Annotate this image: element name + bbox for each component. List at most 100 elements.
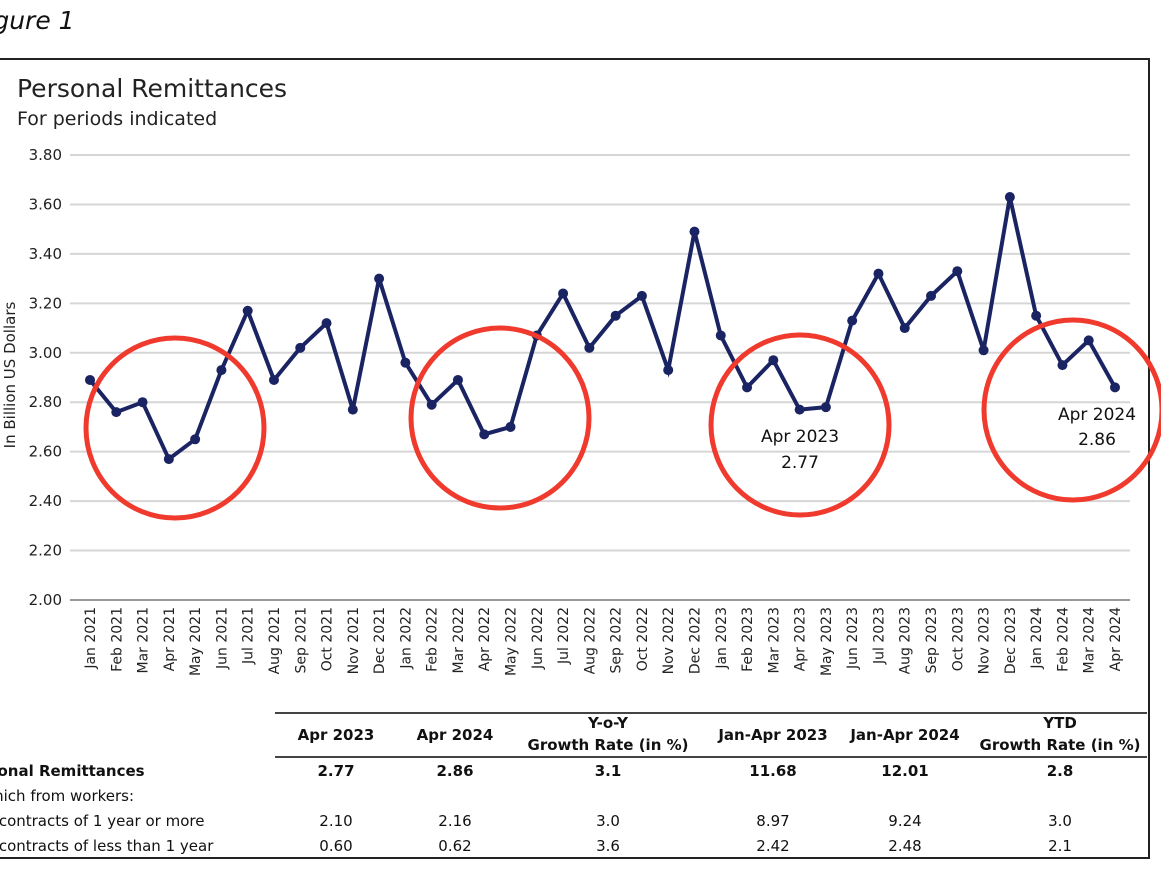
x-tick-label: Dec 2022 xyxy=(687,607,703,674)
row-label: With contracts of less than 1 year xyxy=(0,837,214,855)
data-point xyxy=(952,266,963,277)
data-point xyxy=(926,290,937,301)
column-header: Y-o-Y xyxy=(587,714,629,732)
y-axis-label: In Billion US Dollars xyxy=(1,302,19,449)
x-tick-label: Jan 2024 xyxy=(1029,607,1045,670)
data-point xyxy=(1110,382,1120,393)
data-point xyxy=(321,318,332,329)
x-tick-label: Sep 2021 xyxy=(293,607,309,673)
x-tick-label: Mar 2021 xyxy=(136,607,152,674)
x-tick-label: Aug 2023 xyxy=(898,607,914,674)
data-point xyxy=(715,330,726,341)
y-tick-label: 2.00 xyxy=(29,591,62,609)
highlight-circle xyxy=(408,325,592,511)
row-label: With contracts of 1 year or more xyxy=(0,812,205,830)
row-label: Personal Remittances xyxy=(0,762,145,780)
y-tick-label: 2.20 xyxy=(29,542,62,560)
figure-label: Figure 1 xyxy=(0,6,75,35)
x-tick-label: Nov 2023 xyxy=(977,607,993,674)
y-tick-label: 3.60 xyxy=(29,195,62,213)
data-point xyxy=(111,407,122,418)
data-point xyxy=(689,226,700,237)
highlight-circle xyxy=(708,332,892,518)
data-point xyxy=(978,345,989,356)
table-cell: 2.42 xyxy=(756,837,790,855)
line-chart: 2.00 2.20 2.40 2.60 2.80 3.00 3.20 3.40 3.60 3.80… xyxy=(1,146,1161,676)
x-tick-label: Jun 2023 xyxy=(845,607,861,670)
x-tick-label: Feb 2022 xyxy=(425,607,441,672)
data-point xyxy=(268,374,279,385)
table-header-rule xyxy=(275,756,1147,758)
data-point xyxy=(137,397,148,408)
data-point xyxy=(820,402,831,413)
x-tick-label: Apr 2024 xyxy=(1108,607,1124,671)
y-tick-label: 3.00 xyxy=(29,344,62,362)
data-point xyxy=(558,288,569,299)
data-point xyxy=(400,357,411,368)
x-tick-label: Aug 2022 xyxy=(582,607,598,674)
data-point xyxy=(479,429,490,440)
highlight-circle xyxy=(981,317,1161,503)
data-point xyxy=(1004,192,1015,203)
data-point xyxy=(873,268,884,279)
column-header: Apr 2024 xyxy=(416,726,494,744)
data-point xyxy=(1083,335,1094,346)
table-cell: 8.97 xyxy=(756,812,790,830)
x-tick-label: Jan 2021 xyxy=(83,607,99,670)
table-cell: 0.62 xyxy=(438,837,472,855)
series-line xyxy=(88,196,1117,463)
table-cell: 12.01 xyxy=(881,762,929,780)
column-header-sub: Growth Rate (in %) xyxy=(979,736,1141,754)
data-point xyxy=(584,342,595,353)
column-header: Jan-Apr 2024 xyxy=(850,726,960,744)
chart-title: Personal Remittances xyxy=(17,74,288,103)
x-tick-label: Apr 2022 xyxy=(477,607,493,671)
x-tick-label: Mar 2022 xyxy=(451,607,467,674)
x-tick-label: Sep 2023 xyxy=(924,607,940,673)
data-point xyxy=(85,374,95,385)
column-header: Jan-Apr 2023 xyxy=(718,726,828,744)
column-header: Apr 2023 xyxy=(297,726,375,744)
x-tick-label: Feb 2021 xyxy=(109,607,125,672)
y-tick-label: 2.40 xyxy=(29,492,62,510)
y-tick-label: 3.80 xyxy=(29,146,62,164)
data-point xyxy=(610,310,621,321)
annotation-label: Apr 2024 xyxy=(1058,405,1136,425)
x-tick-label: Feb 2023 xyxy=(740,607,756,672)
table-cell: 3.0 xyxy=(596,812,620,830)
x-tick-label: Oct 2022 xyxy=(635,607,651,671)
highlight-circle xyxy=(83,335,267,521)
data-point xyxy=(768,355,779,366)
x-tick-label: Apr 2021 xyxy=(162,607,178,671)
x-tick-label: May 2023 xyxy=(819,607,835,676)
x-tick-label: Jun 2021 xyxy=(214,607,230,670)
table-cell: 11.68 xyxy=(749,762,797,780)
annotation-value: 2.86 xyxy=(1078,430,1116,450)
x-tick-label: Apr 2023 xyxy=(793,607,809,671)
table-cell: 2.1 xyxy=(1048,837,1072,855)
x-tick-label: Jan 2022 xyxy=(398,607,414,670)
data-point xyxy=(295,342,306,353)
x-tick-label: Jan 2023 xyxy=(714,607,730,670)
data-point xyxy=(794,404,805,415)
data-point xyxy=(663,365,674,376)
x-tick-label: Nov 2021 xyxy=(346,607,362,674)
x-tick-label: Dec 2021 xyxy=(372,607,388,674)
data-point xyxy=(505,421,516,432)
data-point xyxy=(242,305,253,316)
table-cell: 2.48 xyxy=(888,837,922,855)
y-tick-label: 2.80 xyxy=(29,393,62,411)
y-tick-label: 2.60 xyxy=(29,443,62,461)
data-point xyxy=(452,374,463,385)
table-cell: 2.16 xyxy=(438,812,472,830)
data-point xyxy=(742,382,753,393)
x-tick-label: Mar 2023 xyxy=(766,607,782,674)
table-cell: 2.8 xyxy=(1046,762,1074,780)
annotation-value: 2.77 xyxy=(781,453,819,473)
table-cell: 2.77 xyxy=(317,762,355,780)
data-point xyxy=(1057,360,1068,371)
x-tick-label: Feb 2024 xyxy=(1055,607,1071,672)
x-tick-label: Jul 2023 xyxy=(871,607,887,665)
annotation-label: Apr 2023 xyxy=(761,427,839,447)
data-point xyxy=(374,273,385,284)
